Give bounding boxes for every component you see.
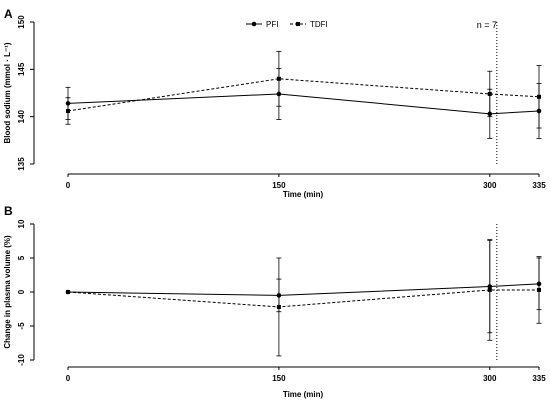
x-tick-label: 0: [66, 374, 71, 383]
x-tick-label: 150: [272, 374, 286, 383]
panel-a-plot-area: [65, 50, 542, 139]
legend: PFI TDFI: [246, 20, 328, 29]
series-line-pfi: [67, 93, 540, 115]
x-tick-label: 150: [272, 181, 286, 190]
panel-a-x-ticks: 0 150 300 335: [66, 174, 546, 190]
panel-a-sample-size-annotation: n = 7: [477, 20, 497, 30]
series-line-tdfi: [67, 289, 539, 308]
x-tick-label: 300: [483, 181, 497, 190]
legend-tdfi-label: TDFI: [310, 20, 328, 29]
data-point-tdfi: [66, 290, 70, 294]
x-tick-label: 335: [532, 374, 546, 383]
y-tick-label: 145: [17, 62, 26, 76]
legend-pfi-label: PFI: [266, 20, 278, 29]
panel-b-x-ticks: 0 150 300 335: [66, 367, 546, 383]
data-point-tdfi: [487, 91, 492, 96]
panel-b: B -10 -5 0 5 10 0 150 300 335 Change in plasma …: [3, 204, 546, 399]
y-tick-label: 0: [17, 289, 26, 294]
x-tick-label: 335: [532, 181, 546, 190]
data-point-tdfi: [276, 76, 281, 81]
panel-b-y-ticks: -10 -5 0 5 10: [17, 219, 34, 366]
x-tick-label: 300: [483, 374, 497, 383]
panel-a-letter: A: [4, 7, 13, 21]
y-tick-label: -5: [17, 322, 26, 330]
panel-a-y-axis-label: Blood sodium (mmol · L⁻¹): [3, 42, 12, 143]
panel-b-letter: B: [4, 204, 13, 218]
panel-a: A 135 140 145 150 0 150 300 335 Blood sodium (…: [3, 7, 546, 199]
y-tick-label: 135: [17, 157, 26, 171]
series-line-pfi: [67, 283, 540, 296]
panel-b-x-axis-label: Time (min): [283, 390, 324, 399]
panel-a-x-axis-label: Time (min): [283, 190, 324, 199]
panel-b-y-axis-label: Change in plasma volume (%): [3, 235, 12, 349]
data-point-tdfi: [537, 94, 541, 99]
legend-pfi-marker: [251, 21, 257, 27]
y-tick-label: 150: [17, 15, 26, 29]
data-point-tdfi: [66, 108, 70, 113]
series-line-tdfi: [67, 78, 540, 112]
panel-a-y-ticks: 135 140 145 150: [17, 15, 34, 171]
y-tick-label: 140: [17, 109, 26, 123]
x-tick-label: 0: [66, 181, 71, 190]
data-point-tdfi: [487, 287, 492, 292]
y-tick-label: 5: [17, 255, 26, 260]
y-tick-label: -10: [17, 354, 26, 366]
data-point-tdfi: [537, 287, 541, 292]
panel-b-plot-area: [65, 239, 542, 357]
y-tick-label: 10: [17, 219, 26, 228]
legend-tdfi-marker: [296, 22, 300, 26]
data-point-tdfi: [276, 304, 281, 309]
